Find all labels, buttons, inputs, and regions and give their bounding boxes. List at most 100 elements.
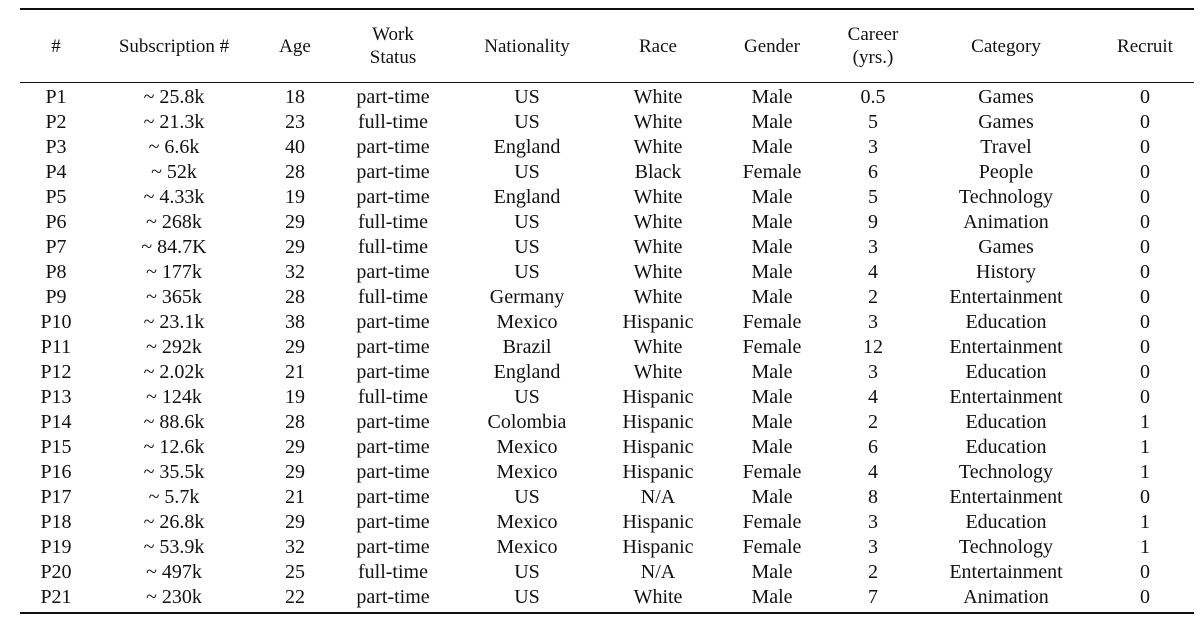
cell-recruit: 0 bbox=[1140, 236, 1150, 258]
table-row: P21 ~ 230k 22 part-time US White Male 7 Animatio… bbox=[20, 585, 1194, 610]
cell-nationality: US bbox=[514, 111, 540, 133]
header-age: Age bbox=[279, 35, 311, 57]
cell-gender: Male bbox=[751, 236, 793, 258]
cell-age: 19 bbox=[285, 186, 305, 208]
cell-race: Hispanic bbox=[622, 461, 694, 483]
table-row: P12 ~ 2.02k 21 part-time England White Male 3 Ed… bbox=[20, 360, 1194, 385]
cell-age: 29 bbox=[285, 511, 305, 533]
cell-subscriptions: ~ 124k bbox=[146, 386, 202, 408]
cell-category: Education bbox=[965, 411, 1047, 433]
cell-subscriptions: ~ 230k bbox=[146, 586, 202, 608]
cell-age: 29 bbox=[285, 461, 305, 483]
cell-nationality: Mexico bbox=[496, 536, 558, 558]
cell-career: 2 bbox=[868, 286, 878, 308]
cell-nationality: England bbox=[493, 186, 561, 208]
cell-subscriptions: ~ 35.5k bbox=[143, 461, 205, 483]
cell-participant-id: P20 bbox=[40, 561, 72, 583]
cell-age: 28 bbox=[285, 286, 305, 308]
cell-work-status: full-time bbox=[358, 111, 428, 133]
cell-subscriptions: ~ 88.6k bbox=[143, 411, 205, 433]
cell-recruit: 0 bbox=[1140, 211, 1150, 233]
cell-career: 6 bbox=[868, 436, 878, 458]
cell-age: 29 bbox=[285, 336, 305, 358]
cell-recruit: 0 bbox=[1140, 336, 1150, 358]
cell-career: 5 bbox=[868, 111, 878, 133]
cell-category: Games bbox=[978, 111, 1034, 133]
header-subscriptions: Subscription # bbox=[118, 35, 230, 57]
cell-work-status: full-time bbox=[358, 236, 428, 258]
table-row: P3 ~ 6.6k 40 part-time England White Male 3 Trav… bbox=[20, 135, 1194, 160]
table-row: P15 ~ 12.6k 29 part-time Mexico Hispanic Male 6… bbox=[20, 435, 1194, 460]
cell-career: 4 bbox=[868, 461, 878, 483]
cell-category: Travel bbox=[980, 136, 1032, 158]
header-gender: Gender bbox=[744, 35, 800, 57]
cell-work-status: part-time bbox=[356, 261, 430, 283]
cell-work-status: part-time bbox=[356, 161, 430, 183]
table-row: P16 ~ 35.5k 29 part-time Mexico Hispanic Femal… bbox=[20, 460, 1194, 485]
cell-race: White bbox=[633, 136, 683, 158]
cell-participant-id: P8 bbox=[45, 261, 67, 283]
cell-gender: Male bbox=[751, 586, 793, 608]
cell-race: Hispanic bbox=[622, 536, 694, 558]
cell-age: 28 bbox=[285, 411, 305, 433]
cell-recruit: 0 bbox=[1140, 86, 1150, 108]
cell-subscriptions: ~ 5.7k bbox=[148, 486, 200, 508]
header-career: Career (yrs.) bbox=[830, 10, 916, 82]
table-row: P18 ~ 26.8k 29 part-time Mexico Hispanic Femal… bbox=[20, 510, 1194, 535]
cell-race: N/A bbox=[640, 561, 676, 583]
cell-participant-id: P14 bbox=[40, 411, 72, 433]
cell-category: Education bbox=[965, 511, 1047, 533]
table-row: P13 ~ 124k 19 full-time US Hispanic Male 4 Enter… bbox=[20, 385, 1194, 410]
cell-work-status: full-time bbox=[358, 286, 428, 308]
table-row: P6 ~ 268k 29 full-time US White Male 9 Animation… bbox=[20, 210, 1194, 235]
cell-subscriptions: ~ 84.7K bbox=[141, 236, 207, 258]
cell-gender: Female bbox=[742, 311, 802, 333]
cell-recruit: 1 bbox=[1140, 511, 1150, 533]
cell-career: 4 bbox=[868, 261, 878, 283]
table-row: P2 ~ 21.3k 23 full-time US White Male 5 Games 0 bbox=[20, 110, 1194, 135]
cell-nationality: Brazil bbox=[502, 336, 552, 358]
cell-gender: Female bbox=[742, 161, 802, 183]
cell-participant-id: P2 bbox=[45, 111, 67, 133]
cell-recruit: 0 bbox=[1140, 386, 1150, 408]
cell-career: 3 bbox=[868, 236, 878, 258]
cell-nationality: Germany bbox=[489, 286, 565, 308]
cell-age: 25 bbox=[285, 561, 305, 583]
cell-career: 4 bbox=[868, 386, 878, 408]
cell-career: 2 bbox=[868, 561, 878, 583]
cell-category: Entertainment bbox=[949, 386, 1063, 408]
cell-age: 29 bbox=[285, 436, 305, 458]
cell-participant-id: P1 bbox=[45, 86, 67, 108]
cell-nationality: Mexico bbox=[496, 311, 558, 333]
cell-nationality: Mexico bbox=[496, 511, 558, 533]
cell-work-status: part-time bbox=[356, 461, 430, 483]
header-race: Race bbox=[639, 35, 677, 57]
cell-category: Education bbox=[965, 361, 1047, 383]
cell-career: 5 bbox=[868, 186, 878, 208]
cell-career: 8 bbox=[868, 486, 878, 508]
cell-gender: Male bbox=[751, 211, 793, 233]
table-header: # Subscription # Age Work Status Nationa… bbox=[20, 10, 1194, 83]
cell-subscriptions: ~ 21.3k bbox=[143, 111, 205, 133]
cell-race: White bbox=[633, 586, 683, 608]
cell-subscriptions: ~ 177k bbox=[146, 261, 202, 283]
cell-career: 3 bbox=[868, 536, 878, 558]
header-row: # Subscription # Age Work Status Nationa… bbox=[20, 10, 1194, 82]
cell-race: White bbox=[633, 361, 683, 383]
cell-work-status: full-time bbox=[358, 386, 428, 408]
cell-career: 0.5 bbox=[860, 86, 886, 108]
cell-nationality: England bbox=[493, 361, 561, 383]
table-row: P9 ~ 365k 28 full-time Germany White Male 2 Ente… bbox=[20, 285, 1194, 310]
cell-recruit: 0 bbox=[1140, 311, 1150, 333]
cell-career: 3 bbox=[868, 361, 878, 383]
cell-recruit: 0 bbox=[1140, 261, 1150, 283]
cell-participant-id: P7 bbox=[45, 236, 67, 258]
cell-career: 6 bbox=[868, 161, 878, 183]
cell-category: Entertainment bbox=[949, 486, 1063, 508]
cell-gender: Male bbox=[751, 136, 793, 158]
cell-age: 29 bbox=[285, 211, 305, 233]
table-row: P19 ~ 53.9k 32 part-time Mexico Hispanic Femal… bbox=[20, 535, 1194, 560]
table-body: P1 ~ 25.8k 18 part-time US White Male 0.5 Games 0… bbox=[20, 83, 1194, 610]
cell-work-status: part-time bbox=[356, 311, 430, 333]
cell-work-status: part-time bbox=[356, 136, 430, 158]
